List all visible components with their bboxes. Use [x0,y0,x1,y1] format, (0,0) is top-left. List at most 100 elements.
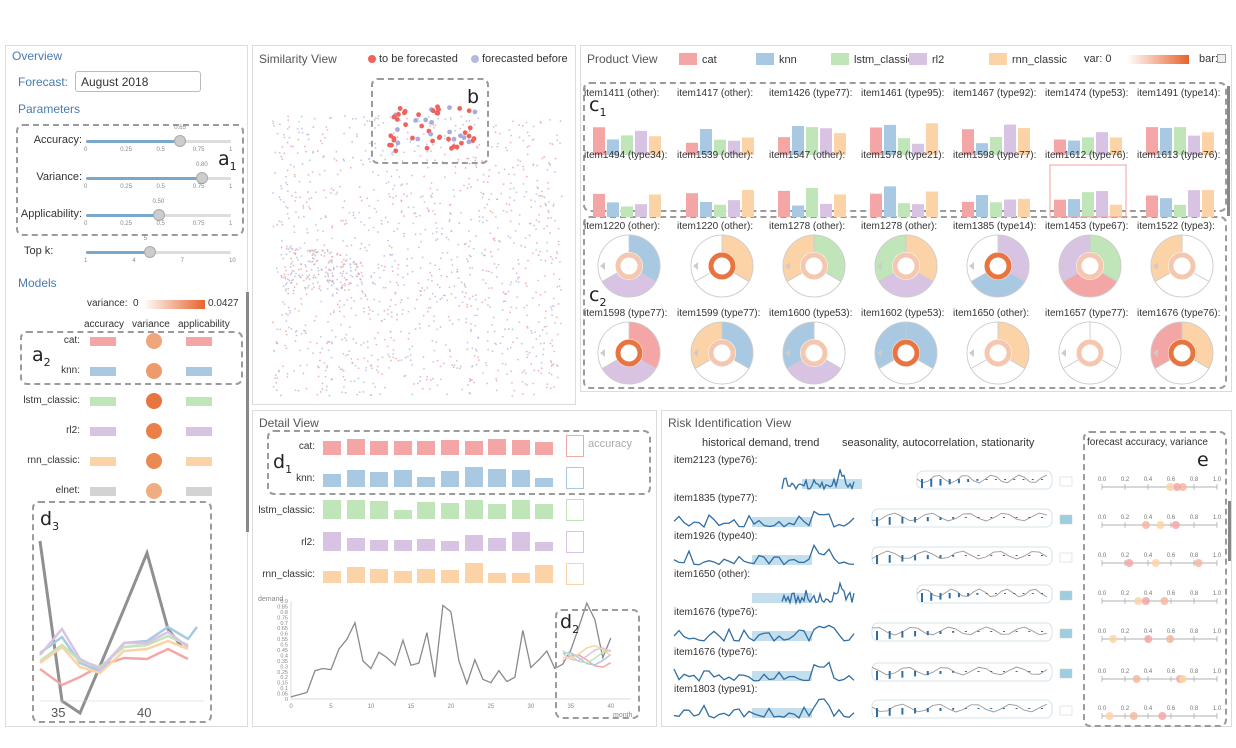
radial-glyph[interactable] [781,233,847,299]
radial-glyph[interactable] [596,320,662,386]
svg-text:0.2: 0.2 [1121,629,1130,635]
detail-bar [323,570,341,583]
radial-glyph[interactable] [1057,320,1123,386]
models-title: Models [18,276,57,290]
radial-glyph[interactable] [965,320,1031,386]
bar-glyph[interactable] [682,115,762,155]
svg-text:0.2: 0.2 [1121,477,1130,483]
svg-text:1.0: 1.0 [1213,515,1222,521]
slider-handle[interactable] [174,135,187,147]
model-accuracy-swatch [90,367,116,376]
product-scrollbar[interactable] [1227,86,1230,216]
svg-text:0.2: 0.2 [1121,553,1130,559]
detail-model-label: rl2: [301,537,315,548]
demand-x-tick: 40 [607,704,614,710]
product-item-label: item1676 (type76): [1137,308,1221,319]
risk-scrollbar[interactable] [1228,501,1231,561]
bar-checkbox[interactable] [1217,54,1226,63]
slider-value: 0.65 [174,125,186,131]
risk-col-demand: historical demand, trend [702,437,820,449]
bar-glyph[interactable] [1050,115,1130,155]
bar-glyph[interactable] [1142,115,1222,155]
product-item-label: item1657 (type77): [1045,308,1129,319]
d3-line-rnn [39,639,189,675]
risk-row-glyphs[interactable]: 0.0 0.2 0.4 0.6 0.8 1.0 [662,694,1222,734]
radial-glyph[interactable] [1149,233,1215,299]
slider-handle[interactable] [196,172,208,184]
bar-glyph[interactable] [958,177,1038,217]
c1-label: c1 [589,94,607,119]
radial-glyph[interactable] [1057,233,1123,299]
demand-y-tick: 0.6 [280,632,288,638]
slider-track[interactable] [86,251,231,254]
parameters-title: Parameters [18,102,81,116]
bar-glyph[interactable] [1049,164,1130,218]
forecast-input[interactable] [75,71,201,92]
bar-glyph[interactable] [589,177,669,217]
radial-glyph[interactable] [596,233,662,299]
product-item-label: item1453 (type67): [1045,221,1129,232]
model-applicability-swatch [186,367,212,376]
svg-text:1.0: 1.0 [1213,629,1222,635]
svg-text:0.2: 0.2 [1121,515,1130,521]
radial-glyph[interactable] [689,320,755,386]
bar-glyph[interactable] [589,115,669,155]
bar-glyph[interactable] [774,177,854,217]
radial-glyph[interactable] [873,320,939,386]
risk-row-glyphs[interactable]: 0.0 0.2 0.4 0.6 0.8 1.0 [662,657,1222,697]
demand-y-tick: 0.15 [277,681,288,687]
slider-tick: 0.75 [192,184,205,190]
slider-label: Variance: [36,171,82,183]
product-item-label: item1278 (other): [861,221,938,232]
risk-row-glyphs[interactable]: 0.0 0.2 0.4 0.6 0.8 1.0 [662,541,1222,581]
risk-row-glyphs[interactable]: 0.0 0.2 0.4 0.6 0.8 1.0 [662,503,1222,543]
detail-bar [441,541,459,551]
svg-text:0.6: 0.6 [1167,515,1176,521]
model-applicability-swatch [186,427,212,436]
slider-tick: 1 [229,184,233,190]
slider-handle[interactable] [143,246,156,258]
risk-item-label: item2123 (type76): [674,455,758,466]
bar-glyph[interactable] [866,177,946,217]
radial-glyph[interactable] [1149,320,1215,386]
bar-glyph[interactable] [682,177,762,217]
variance-gradient [143,300,205,309]
radial-glyph[interactable] [689,233,755,299]
radial-glyph[interactable] [965,233,1031,299]
model-variance-dot [146,363,162,379]
detail-title: Detail View [259,416,319,430]
svg-text:0.0: 0.0 [1098,477,1107,483]
product-panel: Product View cat knn lstm_classic rl2 rnn_cl… [580,45,1232,392]
product-item-label: item1612 (type76): [1045,150,1129,161]
slider-tick: 1 [229,221,233,227]
month-axis-label: month [613,712,633,719]
bar-glyph[interactable] [774,115,854,155]
model-applicability-swatch [186,337,212,346]
svg-text:0.4: 0.4 [1144,706,1153,712]
model-accuracy-swatch [90,487,116,496]
svg-text:1.0: 1.0 [1213,669,1222,675]
slider-tick: 1 [229,147,233,153]
product-item-label: item1578 (type21): [861,150,945,161]
risk-row-glyphs[interactable]: 0.0 0.2 0.4 0.6 0.8 1.0 [662,465,1222,505]
detail-bar [393,539,412,551]
similarity-scatter[interactable] [253,46,577,406]
radial-glyph[interactable] [781,320,847,386]
detail-bar [488,537,507,551]
bar-glyph[interactable] [866,115,946,155]
bar-glyph[interactable] [958,115,1038,155]
model-variance-dot [146,393,162,409]
bar-glyph[interactable] [1142,177,1222,217]
risk-row-glyphs[interactable]: 0.0 0.2 0.4 0.6 0.8 1.0 [662,579,1222,619]
risk-item-label: item1676 (type76): [674,647,758,658]
risk-row-glyphs[interactable]: 0.0 0.2 0.4 0.6 0.8 1.0 [662,617,1222,657]
slider-tick: 0.25 [120,147,132,153]
risk-col-accuracy: forecast accuracy, variance [1087,437,1208,448]
a2-label: a2 [32,344,51,369]
svg-text:0.8: 0.8 [1190,477,1199,483]
radial-glyph[interactable] [873,233,939,299]
demand-x-tick: 10 [368,704,375,710]
models-scrollbar[interactable] [246,292,249,532]
overview-title: Overview [12,49,63,63]
slider-handle[interactable] [152,209,165,221]
